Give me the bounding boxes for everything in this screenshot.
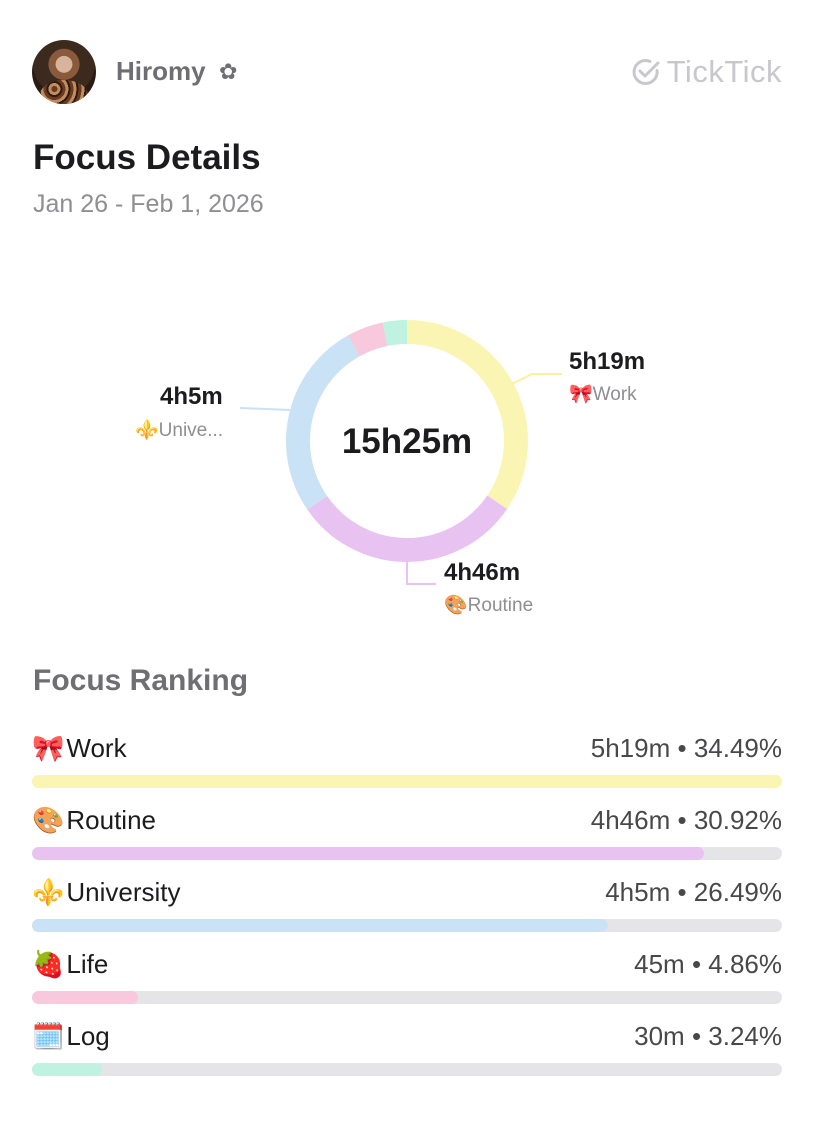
- ranking-item-value: 5h19m • 34.49%: [590, 733, 782, 763]
- donut-segment-work[interactable]: [406, 320, 528, 509]
- ranking-item-name: 🗓️Log: [32, 1021, 110, 1052]
- ranking-title: Focus Ranking: [33, 664, 249, 697]
- palette-icon: 🎨: [444, 594, 468, 616]
- focus-donut-chart: 15h25m 5h19m 🎀Work 4h5m ⚜️Unive... 4h46m…: [0, 300, 814, 620]
- ranking-item-university[interactable]: ⚜️University 4h5m • 26.49%: [32, 877, 782, 937]
- university-callout-label: ⚜️Unive...: [135, 418, 223, 442]
- routine-callout-text: Routine: [467, 595, 534, 616]
- ranking-item-routine[interactable]: 🎨Routine 4h46m • 30.92%: [32, 805, 782, 865]
- ranking-progress-fill: [32, 919, 608, 932]
- ranking-progress-fill: [32, 775, 782, 788]
- flower-icon: ✿: [219, 59, 238, 84]
- university-callout-text: Unive...: [158, 420, 224, 441]
- donut-chart-svg: [239, 320, 562, 585]
- university-callout-time: 4h5m: [160, 383, 223, 410]
- routine-callout-time: 4h46m: [444, 559, 521, 586]
- ranking-item-name: 🎀Work: [32, 733, 127, 764]
- ranking-item-value: 30m • 3.24%: [634, 1021, 782, 1051]
- date-range: Jan 26 - Feb 1, 2026: [33, 190, 264, 218]
- ribbon-icon: 🎀: [32, 734, 65, 764]
- ranking-progress-fill: [32, 847, 704, 860]
- work-callout-text: Work: [592, 384, 637, 405]
- ranking-progress-track: [32, 775, 782, 788]
- university-leader-line: [239, 407, 291, 411]
- ranking-item-label: University: [66, 877, 181, 907]
- header: Hiromy ✿ TickTick: [32, 40, 782, 104]
- check-circle-icon: [632, 59, 660, 86]
- calendar-icon: 🗓️: [32, 1022, 65, 1052]
- ticktick-logo: TickTick: [631, 54, 782, 90]
- routine-leader-line: [406, 562, 436, 585]
- ranking-progress-track: [32, 1063, 782, 1076]
- donut-segment-log[interactable]: [382, 320, 408, 347]
- avatar[interactable]: [32, 40, 96, 104]
- page-title: Focus Details: [33, 138, 261, 177]
- palette-icon: 🎨: [32, 806, 65, 836]
- work-callout-time: 5h19m: [569, 348, 646, 375]
- ranking-item-label: Routine: [66, 805, 156, 835]
- ranking-item-name: 🍓Life: [32, 949, 108, 980]
- ranking-progress-track: [32, 991, 782, 1004]
- username: Hiromy: [116, 56, 206, 86]
- ranking-item-value: 4h46m • 30.92%: [590, 805, 782, 835]
- ranking-progress-track: [32, 847, 782, 860]
- ranking-item-value: 4h5m • 26.49%: [605, 877, 782, 907]
- ranking-item-value: 45m • 4.86%: [634, 949, 782, 979]
- ranking-progress-fill: [32, 1063, 103, 1076]
- ranking-item-log[interactable]: 🗓️Log 30m • 3.24%: [32, 1021, 782, 1081]
- work-callout-label: 🎀Work: [569, 382, 637, 406]
- work-leader-line: [511, 373, 562, 385]
- ranking-item-life[interactable]: 🍓Life 45m • 4.86%: [32, 949, 782, 1009]
- ranking-item-work[interactable]: 🎀Work 5h19m • 34.49%: [32, 733, 782, 793]
- ranking-item-name: 🎨Routine: [32, 805, 156, 836]
- donut-total: 15h25m: [341, 422, 473, 461]
- routine-callout-label: 🎨Routine: [444, 593, 533, 617]
- donut-segment-routine[interactable]: [307, 495, 508, 562]
- strawberry-icon: 🍓: [32, 950, 65, 980]
- ranking-item-label: Work: [66, 733, 127, 763]
- donut-segment-life[interactable]: [348, 322, 388, 357]
- brand-name: TickTick: [666, 54, 782, 89]
- fleur-de-lis-icon: ⚜️: [32, 878, 65, 908]
- ranking-item-label: Log: [66, 1021, 110, 1051]
- donut-segment-university[interactable]: [286, 335, 360, 510]
- ranking-progress-track: [32, 919, 782, 932]
- fleur-de-lis-icon: ⚜️: [135, 419, 159, 441]
- ribbon-icon: 🎀: [569, 383, 593, 405]
- ranking-item-name: ⚜️University: [32, 877, 181, 908]
- ranking-item-label: Life: [66, 949, 109, 979]
- ranking-progress-fill: [32, 991, 138, 1004]
